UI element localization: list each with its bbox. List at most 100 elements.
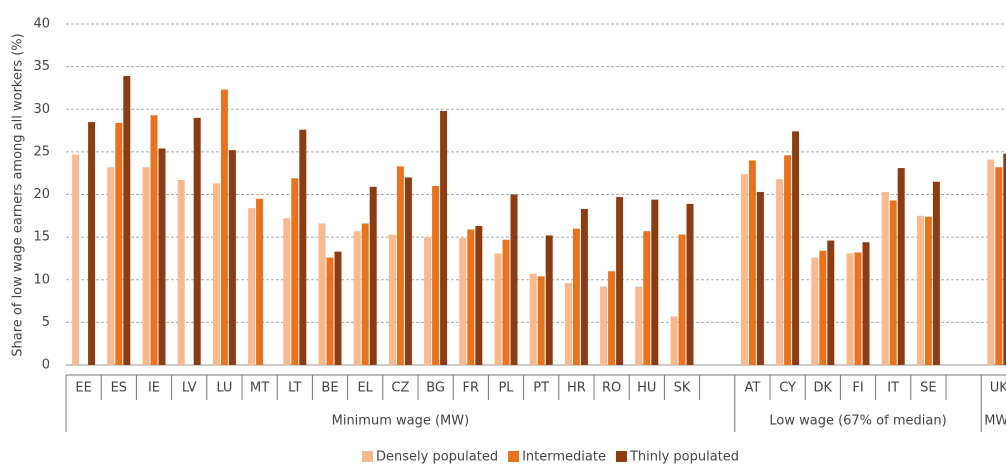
x-tick-label: LV: [182, 381, 197, 396]
bar: [158, 148, 166, 365]
bar: [854, 252, 862, 365]
bar: [361, 223, 369, 365]
bar: [326, 257, 334, 365]
bar: [572, 228, 580, 365]
bar: [537, 276, 545, 365]
x-tick-label: SE: [920, 381, 936, 396]
x-tick-label: LT: [288, 381, 301, 396]
y-tick-label: 10: [33, 272, 50, 287]
x-tick-label: BG: [426, 381, 445, 396]
x-tick-label: CY: [779, 381, 796, 396]
bar: [881, 191, 889, 365]
x-tick-label: CZ: [391, 381, 409, 396]
legend-swatch: [362, 451, 373, 462]
bar: [291, 178, 299, 365]
bar: [248, 208, 256, 365]
y-tick-label: 35: [33, 59, 50, 74]
bar: [334, 251, 342, 365]
group-label: Minimum wage (MW): [332, 414, 470, 429]
bar: [889, 200, 897, 365]
x-tick-label: AT: [744, 381, 760, 396]
bar: [740, 174, 748, 365]
legend-swatch: [615, 451, 627, 462]
bar: [600, 286, 608, 365]
y-tick-label: 5: [42, 315, 50, 330]
x-tick-label: HR: [567, 381, 586, 396]
bar: [776, 179, 784, 365]
bar: [510, 194, 518, 365]
bar: [987, 159, 995, 365]
bar: [678, 234, 686, 365]
group-label: MW: [984, 414, 1006, 429]
bar: [404, 177, 412, 365]
bar: [107, 167, 115, 365]
legend-swatch: [508, 451, 520, 462]
bar: [467, 229, 475, 365]
bar: [616, 197, 624, 365]
bar: [283, 218, 291, 365]
bar: [580, 208, 588, 365]
bar: [862, 242, 870, 365]
bar: [995, 167, 1003, 365]
bar: [748, 160, 756, 365]
bar: [115, 122, 123, 365]
bar: [686, 203, 694, 365]
bar: [424, 237, 432, 365]
x-tick-label: PL: [498, 381, 514, 396]
bar: [932, 181, 940, 365]
x-tick-label: DK: [814, 381, 833, 396]
x-tick-label: BE: [321, 381, 338, 396]
group-label: Low wage (67% of median): [769, 414, 946, 429]
legend-label: Thinly populated: [629, 450, 739, 465]
bar: [529, 273, 537, 365]
bar: [643, 231, 651, 365]
bar: [212, 183, 220, 365]
bar: [150, 115, 158, 365]
bar: [827, 240, 835, 365]
bar: [564, 283, 572, 365]
x-tick-label: FI: [852, 381, 863, 396]
bar: [72, 154, 80, 365]
bar: [193, 117, 201, 366]
bar: [299, 129, 307, 365]
x-tick-label: FR: [463, 381, 480, 396]
x-tick-label: RO: [602, 381, 621, 396]
bar: [670, 316, 678, 365]
bar: [1003, 153, 1006, 365]
bar: [545, 235, 553, 365]
bar: [142, 167, 150, 365]
bar: [811, 257, 819, 365]
bar: [228, 150, 236, 365]
bar: [353, 231, 361, 365]
legend-label: Densely populated: [376, 450, 498, 465]
x-tick-label: MT: [250, 381, 269, 396]
bar: [256, 198, 264, 365]
x-tick-label: LU: [216, 381, 232, 396]
y-tick-label: 40: [33, 17, 50, 32]
x-tick-label: UK: [990, 381, 1006, 396]
bar: [494, 253, 502, 365]
bar: [792, 131, 800, 365]
x-tick-label: SK: [674, 381, 691, 396]
bar: [432, 185, 440, 365]
y-tick-label: 25: [33, 144, 50, 159]
bar: [651, 199, 659, 365]
y-tick-label: 15: [33, 230, 50, 245]
y-axis-label: Share of low wage earners among all work…: [11, 33, 26, 356]
bar: [220, 89, 228, 365]
y-tick-label: 30: [33, 102, 50, 117]
bar: [396, 166, 404, 365]
bar: [502, 239, 510, 365]
bar: [177, 180, 185, 365]
bar: [756, 191, 764, 365]
legend-label: Intermediate: [522, 450, 606, 465]
bar: [318, 223, 326, 365]
y-tick-label: 0: [42, 358, 50, 373]
bar: [475, 226, 483, 365]
x-tick-label: IE: [148, 381, 160, 396]
bar: [784, 155, 792, 365]
bar: [459, 237, 467, 365]
bar: [916, 215, 924, 365]
